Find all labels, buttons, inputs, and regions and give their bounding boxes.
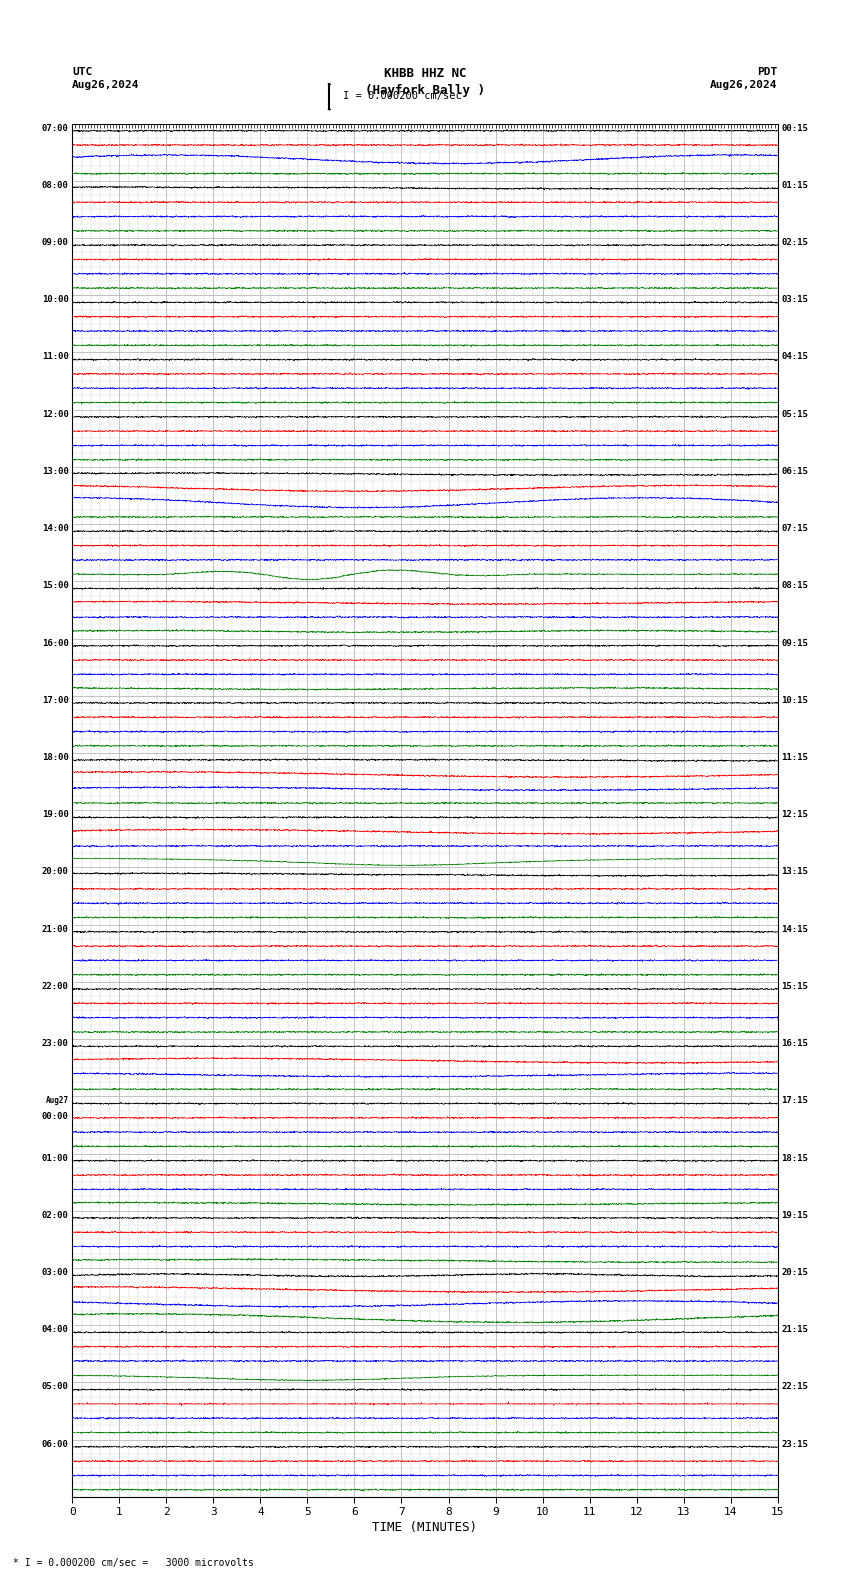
Text: 12:15: 12:15 [781,811,808,819]
Text: 22:00: 22:00 [42,982,69,992]
Text: * I = 0.000200 cm/sec =   3000 microvolts: * I = 0.000200 cm/sec = 3000 microvolts [13,1559,253,1568]
Text: 21:00: 21:00 [42,925,69,933]
Text: 09:15: 09:15 [781,638,808,648]
Text: 23:15: 23:15 [781,1440,808,1449]
Text: 11:00: 11:00 [42,352,69,361]
Text: 08:15: 08:15 [781,581,808,591]
Text: 13:00: 13:00 [42,467,69,475]
Text: 04:00: 04:00 [42,1326,69,1334]
Text: 18:15: 18:15 [781,1153,808,1163]
Text: 10:00: 10:00 [42,295,69,304]
Text: 01:15: 01:15 [781,181,808,190]
Text: 05:00: 05:00 [42,1383,69,1391]
X-axis label: TIME (MINUTES): TIME (MINUTES) [372,1522,478,1535]
Text: 08:00: 08:00 [42,181,69,190]
Text: I = 0.000200 cm/sec: I = 0.000200 cm/sec [343,92,462,101]
Text: 11:15: 11:15 [781,752,808,762]
Text: 14:15: 14:15 [781,925,808,933]
Text: 09:00: 09:00 [42,238,69,247]
Text: 03:15: 03:15 [781,295,808,304]
Text: PDT
Aug26,2024: PDT Aug26,2024 [711,67,778,90]
Text: 02:00: 02:00 [42,1210,69,1220]
Text: 03:00: 03:00 [42,1267,69,1277]
Text: 05:15: 05:15 [781,410,808,418]
Text: 04:15: 04:15 [781,352,808,361]
Text: Aug27: Aug27 [46,1096,69,1106]
Text: 22:15: 22:15 [781,1383,808,1391]
Text: 02:15: 02:15 [781,238,808,247]
Text: 15:00: 15:00 [42,581,69,591]
Text: 16:15: 16:15 [781,1039,808,1049]
Text: 20:15: 20:15 [781,1267,808,1277]
Text: 00:15: 00:15 [781,124,808,133]
Text: 18:00: 18:00 [42,752,69,762]
Text: 10:15: 10:15 [781,695,808,705]
Text: 17:00: 17:00 [42,695,69,705]
Text: 07:00: 07:00 [42,124,69,133]
Text: 17:15: 17:15 [781,1096,808,1106]
Text: 19:15: 19:15 [781,1210,808,1220]
Text: 15:15: 15:15 [781,982,808,992]
Text: 23:00: 23:00 [42,1039,69,1049]
Text: 13:15: 13:15 [781,868,808,876]
Text: 20:00: 20:00 [42,868,69,876]
Text: 19:00: 19:00 [42,811,69,819]
Text: 16:00: 16:00 [42,638,69,648]
Text: 07:15: 07:15 [781,524,808,534]
Text: 00:00: 00:00 [42,1112,69,1121]
Text: 01:00: 01:00 [42,1153,69,1163]
Text: 14:00: 14:00 [42,524,69,534]
Text: 12:00: 12:00 [42,410,69,418]
Text: 21:15: 21:15 [781,1326,808,1334]
Text: KHBB HHZ NC
(Hayfork Bally ): KHBB HHZ NC (Hayfork Bally ) [365,67,485,97]
Text: UTC
Aug26,2024: UTC Aug26,2024 [72,67,139,90]
Text: 06:15: 06:15 [781,467,808,475]
Text: 06:00: 06:00 [42,1440,69,1449]
